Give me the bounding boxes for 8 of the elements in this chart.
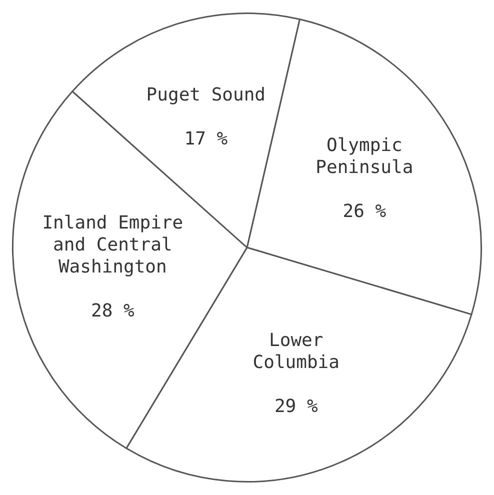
data-label: 26 % <box>342 200 386 222</box>
slice-label: Inland Empire and Central Washington <box>42 212 184 278</box>
data-label: 17 % <box>184 128 228 150</box>
slice-label: Puget Sound <box>146 84 266 106</box>
slice-label: Olympic Peninsula <box>316 134 414 178</box>
slice-label: Lower Columbia <box>252 330 340 373</box>
data-label: 28 % <box>90 300 134 322</box>
data-label: 29 % <box>274 396 318 417</box>
